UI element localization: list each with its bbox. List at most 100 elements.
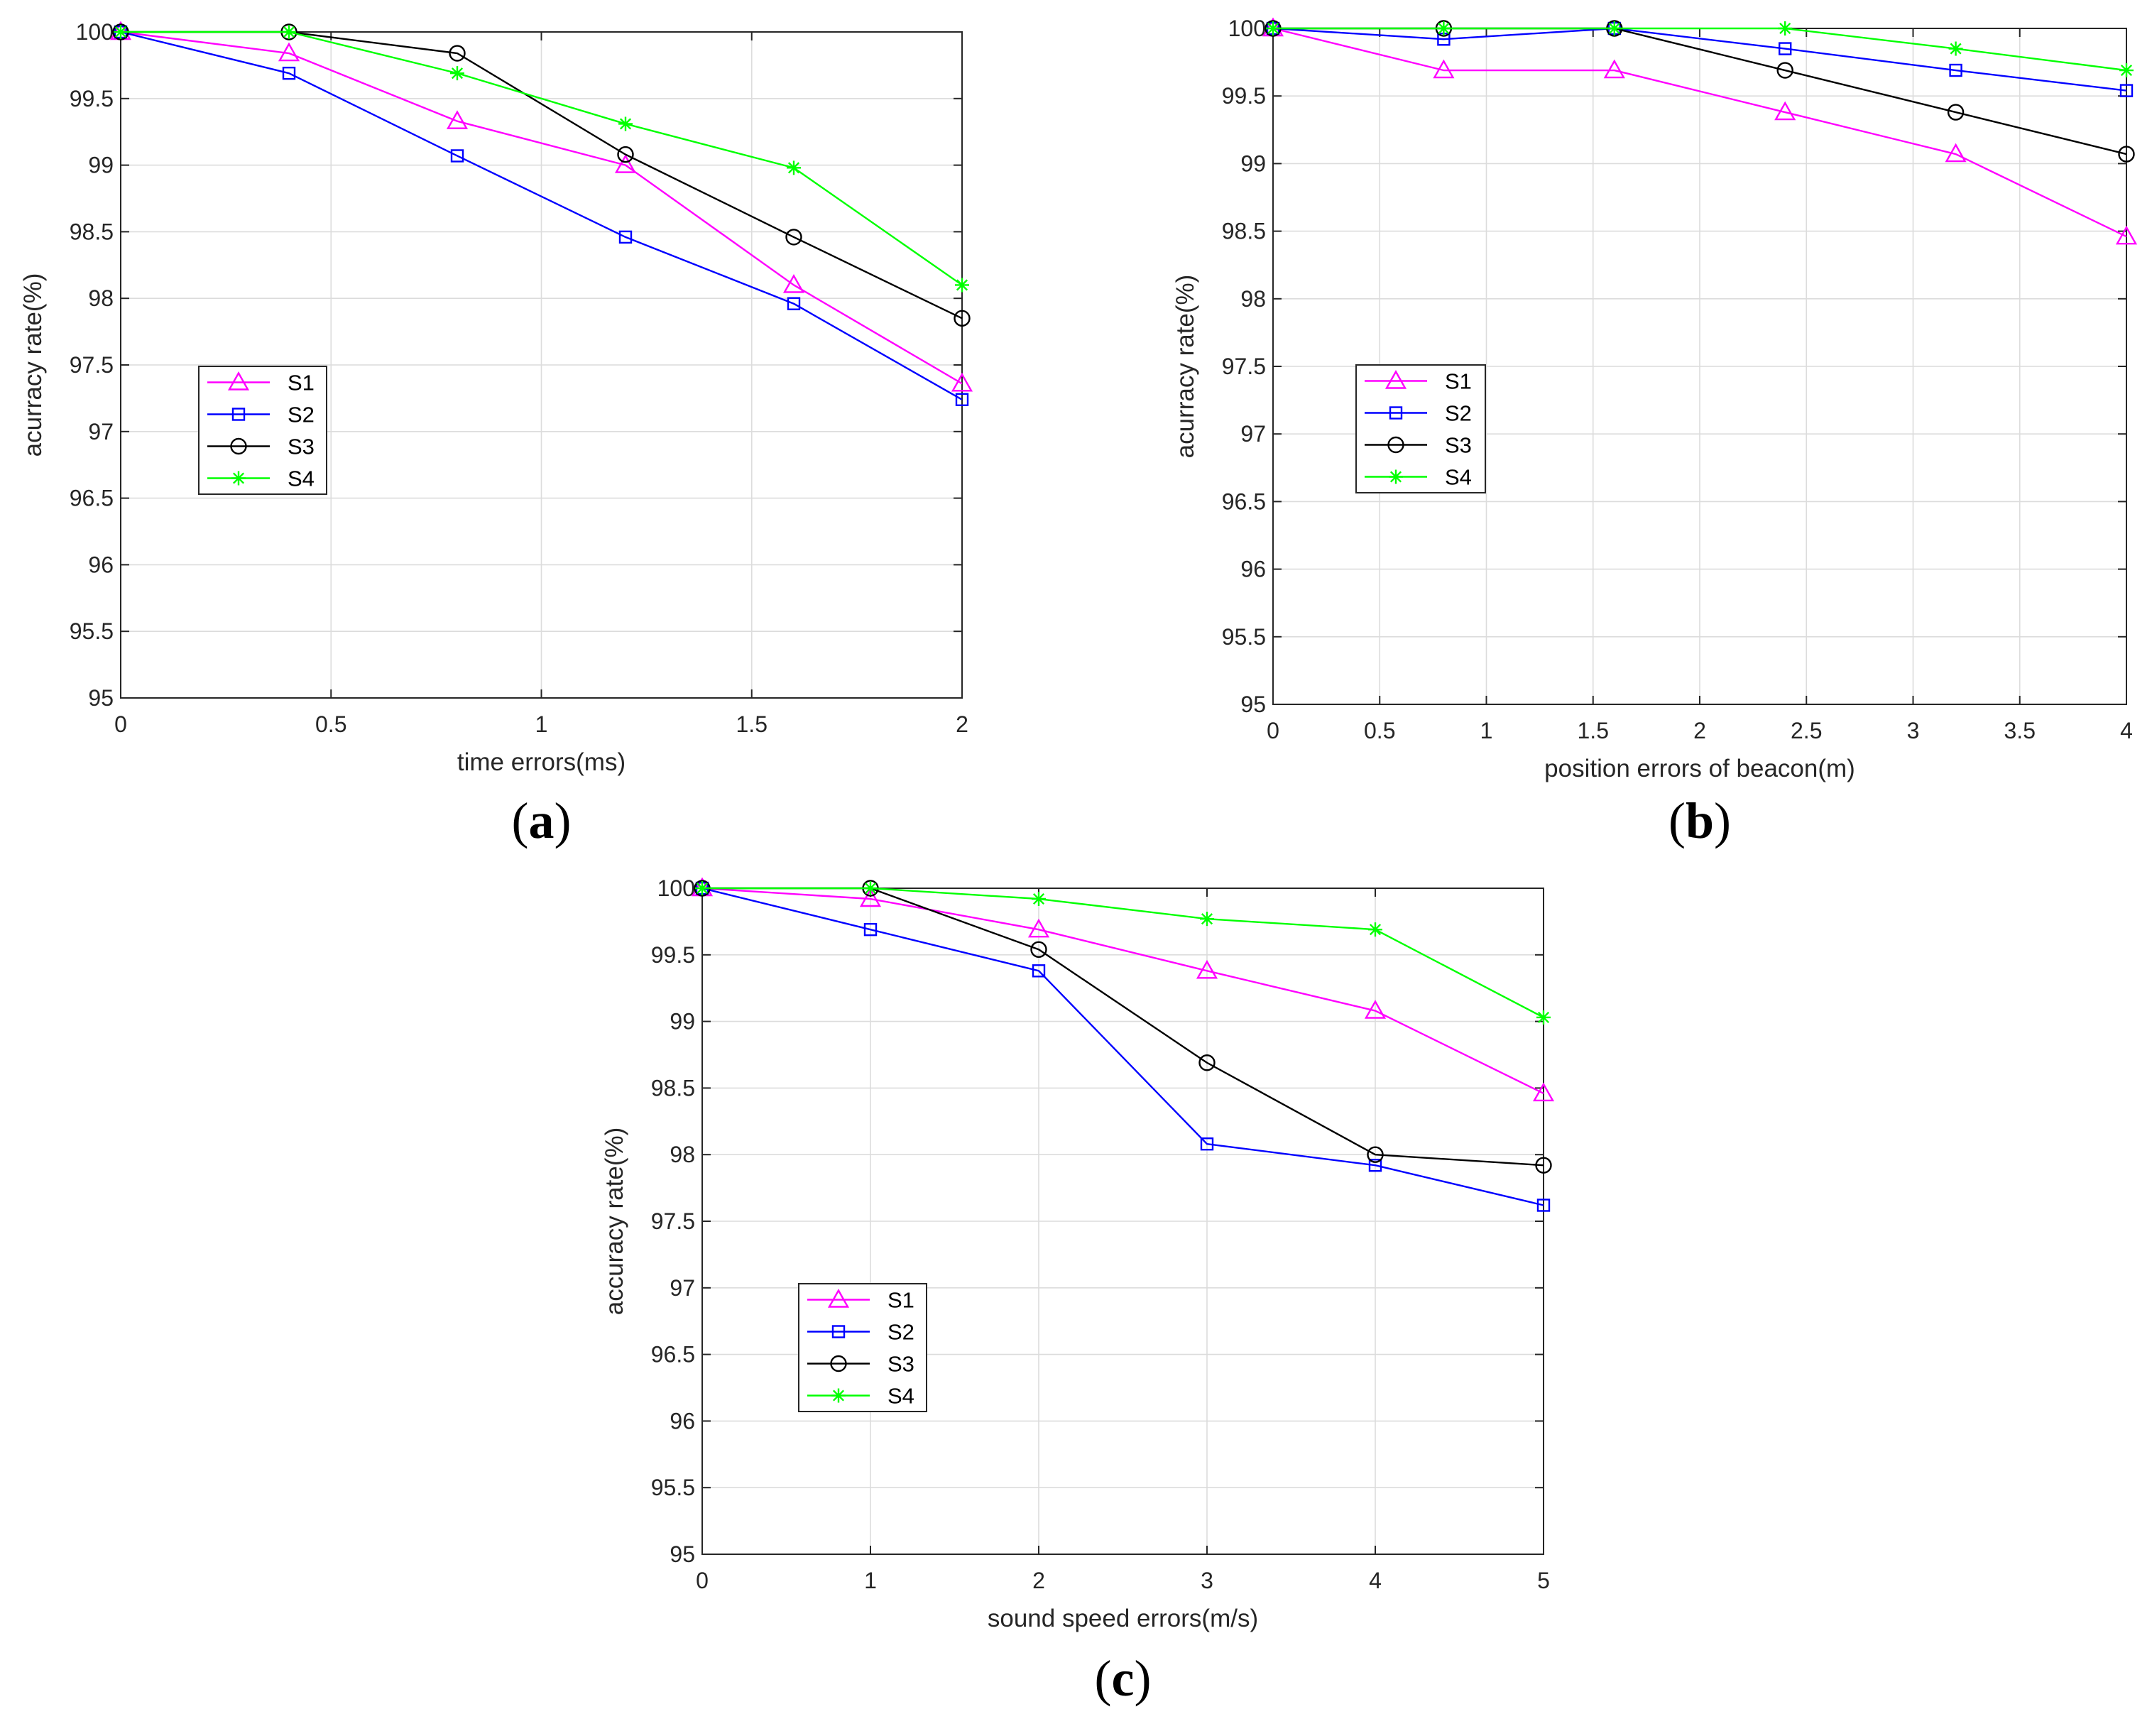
data-point-s2-b bbox=[2119, 84, 2134, 97]
y-tick-label-a: 98 bbox=[88, 285, 114, 311]
legend-box-a bbox=[198, 366, 327, 495]
series-line-s2-b bbox=[1272, 27, 2127, 92]
x-tick-label-c: 5 bbox=[1537, 1568, 1550, 1593]
data-point-s4-a bbox=[114, 25, 128, 39]
x-tick-label-b: 2.5 bbox=[1791, 718, 1822, 743]
chart-a: 0 0.5 1 1.5 2 95 95.5 96 96.5 97 97.5 98 98.5 99 99.5 1… bbox=[19, 19, 973, 849]
data-point-s3-a bbox=[617, 146, 634, 163]
y-tick-label-b: 97.5 bbox=[1222, 354, 1266, 379]
legend-label-s3-b: S3 bbox=[1445, 433, 1472, 458]
data-point-s3-c bbox=[1030, 941, 1047, 958]
data-point-s1-c bbox=[1196, 959, 1218, 979]
x-tick-label-c: 4 bbox=[1369, 1568, 1382, 1593]
data-point-s4-b bbox=[1607, 21, 1622, 36]
y-tick-label-c: 95 bbox=[670, 1541, 695, 1567]
x-tick-label-c: 0 bbox=[696, 1568, 709, 1593]
x-tick-label-c: 2 bbox=[1032, 1568, 1045, 1593]
series-s1-a bbox=[109, 21, 973, 392]
y-axis-label-c: accuracy rate(%) bbox=[601, 1128, 628, 1316]
data-point-s4-c bbox=[863, 881, 878, 895]
y-tick-label-c: 97.5 bbox=[651, 1208, 695, 1234]
y-tick-label-c: 98 bbox=[670, 1142, 695, 1167]
y-tick-label-a: 95 bbox=[88, 685, 114, 711]
data-point-s2-a bbox=[955, 393, 969, 406]
data-point-s4-b bbox=[1436, 21, 1451, 36]
data-point-s3-b bbox=[1776, 62, 1793, 79]
legend-label-s2-b: S2 bbox=[1445, 401, 1472, 426]
series-s4-b bbox=[1266, 21, 2134, 78]
data-point-s4-a bbox=[787, 160, 801, 175]
data-point-s2-b bbox=[1778, 42, 1792, 55]
data-point-s1-a bbox=[614, 154, 637, 173]
x-tick-label-b: 1.5 bbox=[1578, 718, 1609, 743]
data-point-s3-a bbox=[785, 229, 802, 246]
y-tick-label-a: 97.5 bbox=[70, 352, 114, 378]
data-point-s1-b bbox=[1603, 59, 1625, 79]
series-line-s1-a bbox=[120, 31, 963, 385]
y-tick-label-b: 99 bbox=[1240, 151, 1266, 176]
data-point-s1-b bbox=[2115, 225, 2138, 245]
legend-label-s4-a: S4 bbox=[288, 466, 315, 491]
y-tick-label-b: 100 bbox=[1228, 16, 1266, 41]
data-point-s2-c bbox=[1032, 964, 1046, 978]
data-point-s3-c bbox=[1535, 1157, 1552, 1174]
legend-marker-s2-b bbox=[1389, 406, 1403, 420]
data-point-s1-a bbox=[278, 42, 300, 62]
data-point-s1-c bbox=[1027, 918, 1050, 938]
data-point-s4-b bbox=[2119, 63, 2134, 78]
y-tick-label-a: 96 bbox=[88, 552, 114, 577]
data-point-s1-b bbox=[1433, 59, 1455, 79]
data-point-s4-a bbox=[450, 66, 464, 81]
y-tick-label-b: 96 bbox=[1240, 557, 1266, 582]
y-tick-label-c: 98.5 bbox=[651, 1075, 695, 1101]
y-tick-label-c: 96.5 bbox=[651, 1342, 695, 1367]
x-axis-label-c: sound speed errors(m/s) bbox=[988, 1605, 1258, 1632]
x-tick-label-c: 3 bbox=[1201, 1568, 1213, 1593]
y-axis-label-a: acurracy rate(%) bbox=[19, 273, 47, 457]
series-line-s4-c bbox=[702, 887, 1544, 1019]
y-tick-label-c: 99 bbox=[670, 1009, 695, 1034]
legend-marker-s3-a bbox=[230, 437, 247, 455]
series-line-s2-a bbox=[120, 31, 963, 400]
x-axis-label-a: time errors(ms) bbox=[457, 748, 626, 776]
legend-label-s3-a: S3 bbox=[288, 435, 315, 459]
data-point-s2-c bbox=[1368, 1159, 1382, 1172]
series-line-s1-c bbox=[701, 887, 1544, 1094]
series-s4-c bbox=[695, 881, 1551, 1025]
legend-label-s2-c: S2 bbox=[887, 1320, 914, 1345]
data-point-s4-a bbox=[618, 116, 633, 131]
data-point-s4-a bbox=[282, 25, 296, 39]
x-tick-label-b: 1 bbox=[1480, 718, 1493, 743]
data-point-s4-b bbox=[1266, 21, 1280, 36]
data-point-s2-c bbox=[1536, 1199, 1551, 1212]
series-s1-b bbox=[1262, 17, 2138, 245]
data-point-s4-a bbox=[955, 278, 969, 293]
legend-box-c bbox=[798, 1283, 927, 1412]
data-point-s3-a bbox=[449, 45, 466, 62]
legend-marker-s4-b bbox=[1389, 469, 1403, 484]
y-tick-label-b: 98.5 bbox=[1222, 219, 1266, 244]
x-tick-label-b: 0.5 bbox=[1364, 718, 1395, 743]
x-tick-label-a: 0 bbox=[114, 711, 127, 737]
legend-marker-s3-c bbox=[830, 1355, 847, 1372]
legend-marker-s1-c bbox=[827, 1289, 850, 1308]
series-line-s4-a bbox=[121, 31, 963, 286]
y-tick-label-a: 100 bbox=[76, 19, 114, 45]
y-tick-label-b: 96.5 bbox=[1222, 488, 1266, 514]
data-point-s4-c bbox=[695, 881, 709, 895]
data-point-s2-c bbox=[863, 922, 878, 937]
series-line-s1-b bbox=[1272, 27, 2127, 238]
data-point-s3-b bbox=[2118, 146, 2135, 163]
y-tick-label-b: 95 bbox=[1240, 692, 1266, 717]
y-tick-label-c: 95.5 bbox=[651, 1475, 695, 1500]
legend-marker-s4-c bbox=[831, 1388, 846, 1403]
panel-caption-c: (c) bbox=[1095, 1650, 1152, 1707]
data-point-s3-c bbox=[1367, 1146, 1384, 1163]
data-point-s1-c bbox=[859, 888, 882, 907]
data-point-s1-a bbox=[782, 274, 805, 293]
x-tick-label-c: 1 bbox=[864, 1568, 877, 1593]
y-tick-label-c: 100 bbox=[657, 875, 695, 901]
data-point-s2-b bbox=[1949, 63, 1962, 77]
y-tick-label-c: 97 bbox=[670, 1275, 695, 1301]
